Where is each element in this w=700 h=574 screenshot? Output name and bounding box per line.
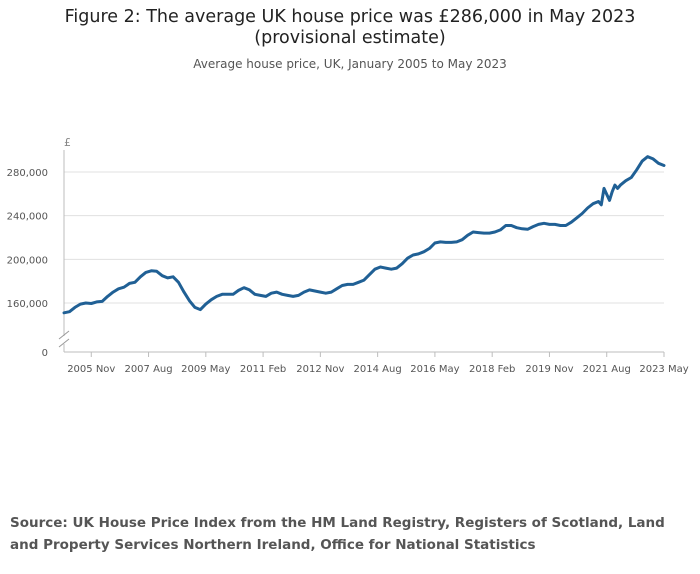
y-tick-label: 200,000 — [7, 255, 48, 266]
x-tick-label: 2012 Nov — [296, 364, 344, 375]
x-tick-label: 2005 Nov — [67, 364, 115, 375]
y-tick-label: 240,000 — [7, 212, 48, 223]
axis-break-mark — [58, 338, 70, 348]
series-line-average-house-price — [62, 155, 666, 315]
gridlines — [64, 171, 664, 304]
x-tick-label: 2023 May — [639, 364, 688, 375]
x-tick-label: 2009 May — [181, 364, 230, 375]
x-tick-label: 2016 May — [410, 364, 459, 375]
y-tick-label: 280,000 — [7, 168, 48, 179]
axis-labels: 0 160,000 200,000 240,000 280,000 £2005 Nov 20… — [7, 136, 689, 375]
y-tick-label: 160,000 — [7, 299, 48, 310]
y-tick-label: 0 — [42, 348, 48, 359]
chart-subtitle: Average house price, UK, January 2005 to… — [193, 57, 507, 71]
x-tick-label: 2007 Aug — [124, 364, 172, 375]
line-chart: 0 160,000 200,000 240,000 280,000 £2005 Nov 20… — [7, 136, 689, 375]
axis-break-mark — [58, 330, 70, 340]
y-axis-unit-label: £ — [64, 136, 71, 149]
source-note: Source: UK House Price Index from the HM… — [10, 515, 665, 553]
x-tick-label: 2014 Aug — [354, 364, 402, 375]
chart-title: Figure 2: The average UK house price was… — [64, 7, 636, 48]
x-tick-label: 2018 Feb — [469, 364, 515, 375]
x-tick-label: 2011 Feb — [240, 364, 286, 375]
series — [62, 155, 666, 315]
x-tick-label: 2019 Nov — [525, 364, 573, 375]
x-tick-label: 2021 Aug — [583, 364, 631, 375]
axes — [58, 150, 665, 357]
